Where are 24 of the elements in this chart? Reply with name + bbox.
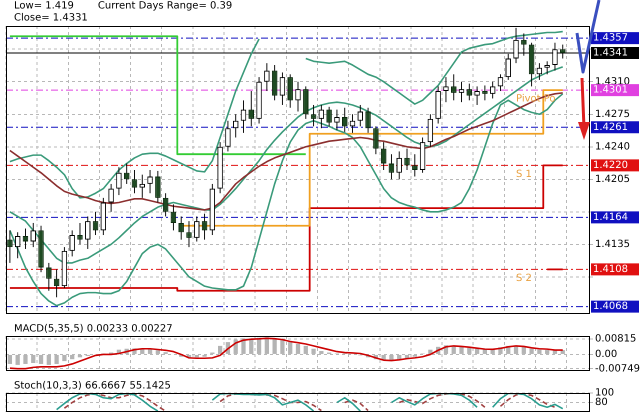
ref-line-label: 1.4341 bbox=[593, 48, 628, 59]
ref-line-label: 1.4301 bbox=[593, 84, 628, 96]
text: Stoch(10,3,3) 66.6667 55.1425 bbox=[14, 380, 171, 392]
y-tick-label: 1.4240 bbox=[595, 141, 630, 152]
text: Close= 1.4331 bbox=[14, 12, 88, 24]
ref-line-label: 1.4220 bbox=[593, 160, 628, 171]
text: Current Days Range= 0.39 bbox=[98, 0, 232, 12]
ref-line-label: 1.4108 bbox=[593, 264, 628, 275]
y-tick-label: 0.00815 bbox=[595, 334, 636, 345]
y-tick-label: 0.00 bbox=[595, 349, 618, 360]
y-tick-label: 1.4275 bbox=[595, 108, 630, 120]
y-tick-label: 100 bbox=[595, 388, 614, 399]
ref-line-label: 1.4068 bbox=[593, 301, 628, 312]
y-tick-label: 1.4205 bbox=[595, 174, 630, 185]
y-tick-label: 80 bbox=[595, 397, 608, 408]
ref-line-label: 1.4357 bbox=[593, 32, 628, 44]
annotation: S 2 bbox=[516, 273, 532, 284]
y-tick-label: -0.00749 bbox=[595, 363, 640, 374]
text: Low= 1.419 bbox=[14, 0, 74, 12]
ref-line-label: 1.4164 bbox=[593, 212, 628, 223]
y-tick-label: 1.4135 bbox=[595, 238, 630, 250]
ref-line-label: 1.4261 bbox=[593, 122, 628, 133]
text: MACD(5,35,5) 0.00233 0.00227 bbox=[14, 324, 173, 335]
annotation: S 1 bbox=[516, 168, 532, 180]
